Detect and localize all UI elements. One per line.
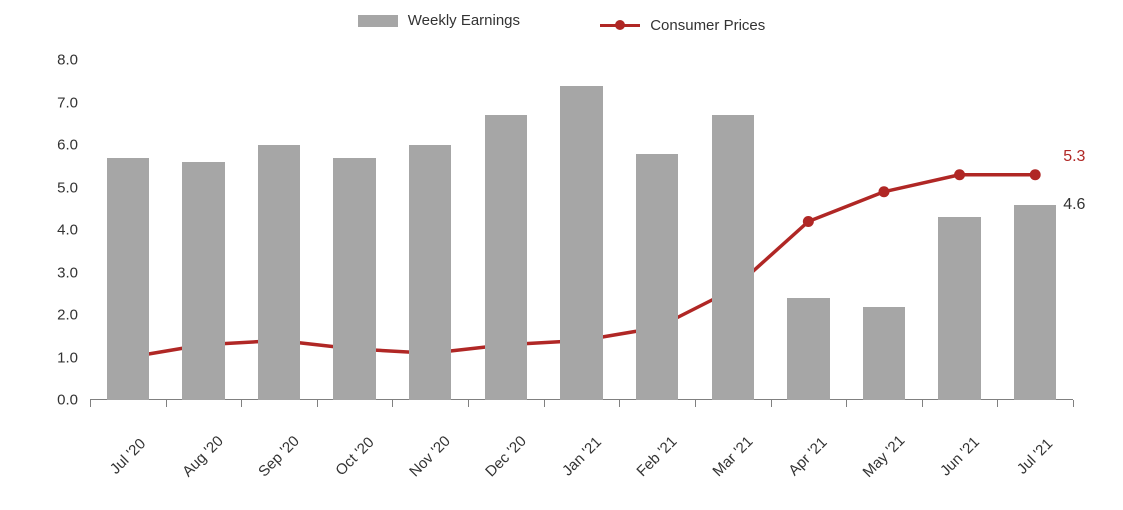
chart-container: Weekly Earnings Consumer Prices 0.01.02.… [0, 0, 1123, 510]
x-tick-label: Jul '21 [1014, 435, 1056, 477]
y-tick-label: 8.0 [57, 52, 78, 69]
y-tick-label: 2.0 [57, 307, 78, 324]
y-tick-label: 0.0 [57, 392, 78, 409]
y-tick-label: 4.0 [57, 222, 78, 239]
bar [787, 298, 829, 400]
bar [1014, 205, 1056, 401]
x-tick-mark [922, 400, 923, 407]
x-tick-mark [544, 400, 545, 407]
x-tick-mark [997, 400, 998, 407]
legend-swatch-line [600, 24, 640, 27]
x-tick-label: Jan '21 [559, 434, 605, 480]
data-label: 5.3 [1063, 148, 1085, 166]
line-marker [1030, 169, 1041, 180]
x-tick-label: Jul '20 [107, 435, 149, 477]
x-tick-label: Oct '20 [332, 434, 377, 479]
x-tick-mark [241, 400, 242, 407]
x-tick-mark [846, 400, 847, 407]
y-tick-label: 6.0 [57, 137, 78, 154]
x-tick-label: Dec '20 [482, 433, 530, 481]
line-marker [803, 216, 814, 227]
bar [560, 86, 602, 401]
y-tick-label: 5.0 [57, 179, 78, 196]
x-tick-mark [166, 400, 167, 407]
data-label: 4.6 [1063, 196, 1085, 214]
legend: Weekly Earnings Consumer Prices [0, 12, 1123, 34]
bar [938, 217, 980, 400]
legend-item-bars: Weekly Earnings [358, 12, 520, 29]
x-tick-label: Feb '21 [634, 433, 681, 480]
x-tick-mark [392, 400, 393, 407]
bar [333, 158, 375, 400]
x-tick-label: Sep '20 [255, 433, 303, 481]
bar [409, 145, 451, 400]
x-tick-label: Apr '21 [786, 434, 831, 479]
legend-swatch-bar [358, 15, 398, 27]
x-tick-mark [771, 400, 772, 407]
bar [485, 115, 527, 400]
x-tick-mark [317, 400, 318, 407]
y-tick-label: 1.0 [57, 349, 78, 366]
bar [258, 145, 300, 400]
y-tick-label: 3.0 [57, 264, 78, 281]
bar [712, 115, 754, 400]
x-tick-label: Nov '20 [406, 433, 454, 481]
x-tick-label: Mar '21 [709, 433, 756, 480]
y-tick-label: 7.0 [57, 94, 78, 111]
x-tick-label: May '21 [860, 432, 909, 481]
line-marker [878, 186, 889, 197]
legend-label-bars: Weekly Earnings [408, 12, 520, 29]
bar [107, 158, 149, 400]
x-tick-mark [90, 400, 91, 407]
bar [182, 162, 224, 400]
x-tick-mark [695, 400, 696, 407]
x-tick-mark [619, 400, 620, 407]
x-tick-label: Jun '21 [937, 434, 983, 480]
x-tick-mark [468, 400, 469, 407]
line-marker [954, 169, 965, 180]
x-tick-label: Aug '20 [180, 433, 228, 481]
bar [636, 154, 678, 401]
x-tick-mark [1073, 400, 1074, 407]
plot-area: 0.01.02.03.04.05.06.07.08.0Jul '20Aug '2… [90, 60, 1073, 400]
bar [863, 307, 905, 401]
legend-item-line: Consumer Prices [600, 17, 765, 34]
legend-label-line: Consumer Prices [650, 17, 765, 34]
